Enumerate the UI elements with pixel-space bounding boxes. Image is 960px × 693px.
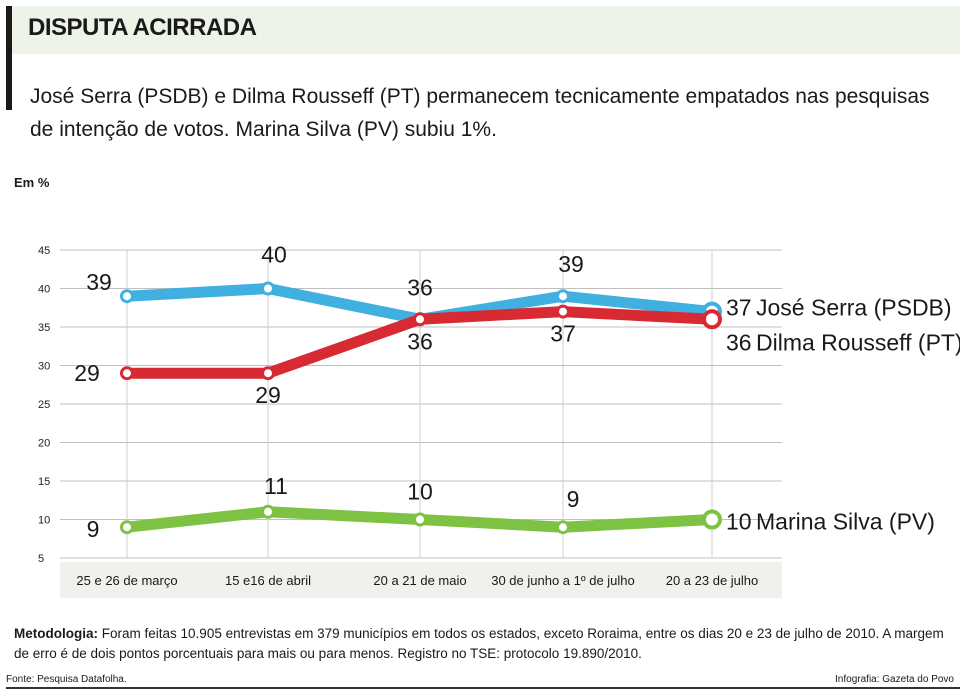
- y-tick-label: 20: [38, 438, 50, 450]
- data-label: 29: [255, 382, 281, 408]
- data-point: [261, 504, 275, 519]
- data-point: [413, 512, 427, 527]
- data-point: [702, 309, 722, 330]
- x-tick-label: 25 e 26 de março: [76, 573, 177, 588]
- data-point: [120, 289, 134, 304]
- methodology-text: Foram feitas 10.905 entrevistas em 379 m…: [14, 626, 944, 661]
- end-value-label: 36: [726, 329, 752, 355]
- data-point: [261, 366, 275, 381]
- data-label: 36: [407, 274, 433, 300]
- series-name-label: Dilma Rousseff (PT): [756, 329, 960, 355]
- x-tick-label: 15 e16 de abril: [225, 573, 311, 588]
- data-point: [413, 312, 427, 327]
- header-band: [6, 6, 960, 54]
- y-tick-label: 45: [38, 245, 50, 257]
- end-value-label: 37: [726, 295, 752, 321]
- data-label: 40: [261, 242, 287, 268]
- y-tick-label: 15: [38, 476, 50, 488]
- y-tick-label: 40: [38, 284, 50, 296]
- data-label: 11: [264, 473, 288, 499]
- header-accent-bar: [6, 6, 12, 110]
- data-label: 29: [74, 360, 100, 386]
- y-tick-label: 10: [38, 515, 50, 527]
- x-axis-band: [60, 562, 782, 598]
- data-label: 39: [558, 251, 584, 277]
- data-label: 37: [550, 321, 576, 347]
- data-point: [556, 289, 570, 304]
- bottom-rule: [6, 687, 960, 689]
- y-tick-label: 35: [38, 322, 50, 334]
- data-point: [702, 509, 722, 530]
- y-tick-label: 25: [38, 399, 50, 411]
- x-tick-label: 30 de junho a 1º de julho: [491, 573, 635, 588]
- data-point: [261, 281, 275, 296]
- data-label: 9: [567, 486, 580, 512]
- y-tick-label: 30: [38, 361, 50, 373]
- data-label: 9: [87, 516, 100, 542]
- credit-note: Infografia: Gazeta do Povo: [835, 674, 954, 685]
- data-point: [556, 520, 570, 535]
- data-label: 39: [86, 269, 112, 295]
- data-point: [120, 520, 134, 535]
- series-name-label: José Serra (PSDB): [756, 295, 952, 321]
- data-point: [120, 366, 134, 381]
- data-label: 10: [407, 479, 433, 505]
- data-point: [556, 304, 570, 319]
- series-name-label: Marina Silva (PV): [756, 509, 935, 535]
- methodology-label: Metodologia:: [14, 626, 98, 641]
- unit-label: Em %: [14, 175, 50, 190]
- chart-subtitle: José Serra (PSDB) e Dilma Rousseff (PT) …: [30, 85, 930, 141]
- y-tick-label: 5: [38, 553, 44, 565]
- data-label: 36: [407, 328, 433, 354]
- chart-title: DISPUTA ACIRRADA: [28, 14, 257, 41]
- x-tick-label: 20 a 21 de maio: [373, 573, 466, 588]
- x-tick-label: 20 a 23 de julho: [666, 573, 759, 588]
- methodology-note: Metodologia: Foram feitas 10.905 entrevi…: [14, 624, 954, 664]
- end-value-label: 10: [726, 509, 752, 535]
- source-note: Fonte: Pesquisa Datafolha.: [6, 674, 127, 685]
